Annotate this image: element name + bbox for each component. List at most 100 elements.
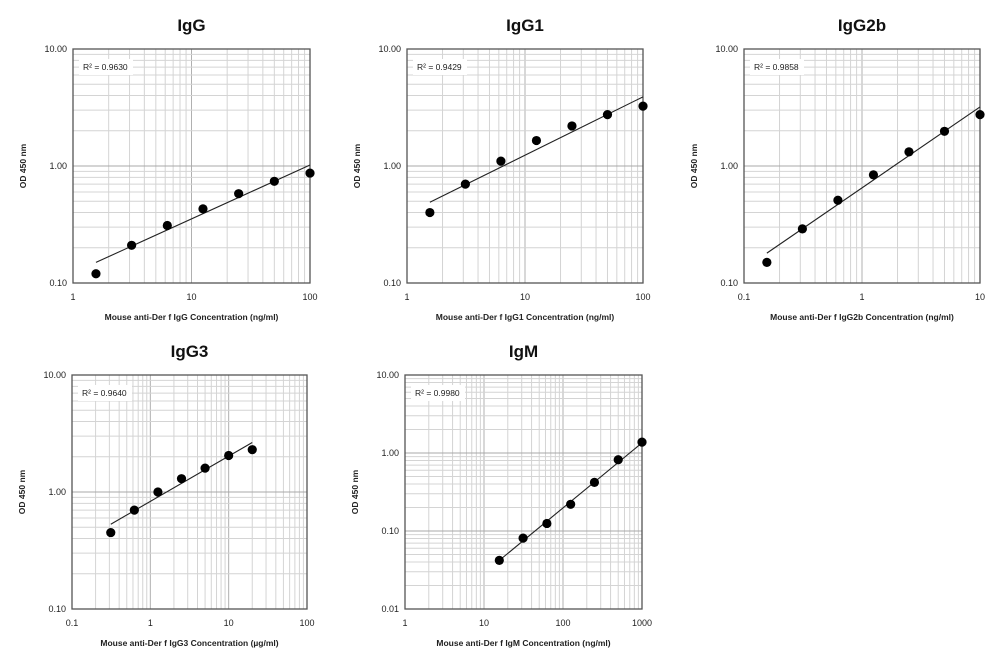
y-tick-label: 10.00 — [378, 44, 401, 54]
gridlines — [743, 49, 980, 284]
x-tick-label: 0.1 — [738, 292, 751, 302]
chart-igg: IgG 0.10 1.00 10.00 1 10 100 Mouse anti-Der f I… — [18, 16, 318, 322]
data-point — [531, 135, 542, 146]
r-squared-annotation: R² = 0.9858 — [754, 62, 799, 72]
data-point — [613, 455, 623, 465]
data-point — [602, 109, 613, 120]
y-tick-label: 1.00 — [383, 161, 401, 171]
data-point — [833, 195, 843, 205]
y-tick-label: 0.10 — [720, 278, 738, 288]
data-point — [637, 437, 647, 447]
x-tick-label: 10 — [520, 292, 530, 302]
y-axis-label: OD 450 nm — [17, 469, 27, 514]
data-point — [176, 474, 187, 484]
x-tick-label: 10 — [479, 618, 489, 628]
x-axis-label: Mouse anti-Der f IgG3 Concentration (µg/… — [100, 638, 278, 648]
data-point — [224, 450, 234, 461]
chart-title: IgG1 — [506, 16, 544, 35]
data-point — [198, 204, 208, 214]
x-axis-label: Mouse anti-Der f IgM Concentration (ng/m… — [436, 638, 610, 648]
y-axis-label: OD 450 nm — [352, 143, 362, 188]
x-tick-label: 10 — [186, 292, 196, 302]
y-tick-label: 1.00 — [381, 448, 399, 458]
r-squared-annotation: R² = 0.9429 — [417, 62, 462, 72]
y-tick-label: 0.10 — [48, 604, 66, 614]
data-point — [460, 179, 470, 189]
plot-frame — [404, 374, 643, 610]
chart-title: IgG3 — [171, 342, 209, 361]
plot-frame — [743, 48, 981, 284]
r-squared-annotation: R² = 0.9640 — [82, 388, 127, 398]
data-point — [566, 499, 576, 509]
data-point — [425, 207, 435, 218]
gridlines — [406, 49, 643, 284]
data-point — [975, 109, 985, 120]
x-tick-label: 100 — [555, 618, 570, 628]
y-tick-label: 0.10 — [49, 278, 67, 288]
y-axis-label: OD 450 nm — [18, 143, 28, 188]
r-squared-annotation: R² = 0.9980 — [415, 388, 460, 398]
data-point — [496, 156, 506, 166]
x-tick-label: 1 — [70, 292, 75, 302]
y-tick-label: 10.00 — [715, 44, 738, 54]
y-axis-label: OD 450 nm — [350, 469, 360, 514]
data-point — [129, 505, 139, 515]
data-point — [762, 257, 772, 267]
annotation-box — [413, 59, 467, 75]
y-tick-label: 10.00 — [376, 370, 399, 380]
gridlines — [404, 375, 642, 610]
y-tick-label: 1.00 — [49, 161, 67, 171]
data-point — [127, 240, 137, 250]
chart-igg2b: IgG2b 0.10 1.00 10.00 0.1 1 10 Mouse anti-Der f… — [689, 16, 985, 322]
chart-title: IgG — [177, 16, 205, 35]
annotation-box — [78, 385, 132, 401]
y-tick-label: 0.01 — [381, 604, 399, 614]
data-point — [589, 477, 600, 487]
x-axis-label: Mouse anti-Der f IgG2b Concentration (ng… — [770, 312, 954, 322]
x-axis-label: Mouse anti-Der f IgG Concentration (ng/m… — [105, 312, 279, 322]
x-tick-label: 10 — [975, 292, 985, 302]
data-point — [91, 269, 101, 279]
data-point — [494, 555, 504, 565]
y-tick-label: 1.00 — [48, 487, 66, 497]
data-point — [518, 533, 528, 543]
y-tick-label: 0.10 — [381, 526, 399, 536]
data-point — [247, 445, 257, 455]
x-tick-label: 0.1 — [66, 618, 79, 628]
y-tick-label: 0.10 — [383, 278, 401, 288]
x-tick-label: 100 — [299, 618, 314, 628]
annotation-box — [750, 59, 804, 75]
chart-igg1: IgG1 0.10 1.00 10.00 1 10 100 Mouse anti-Der f … — [352, 16, 651, 322]
gridlines — [72, 49, 310, 284]
x-tick-label: 1 — [402, 618, 407, 628]
plot-frame — [72, 48, 311, 284]
data-point — [797, 224, 807, 234]
data-point — [106, 527, 116, 538]
x-tick-label: 10 — [224, 618, 234, 628]
data-point — [234, 189, 244, 199]
data-point — [542, 518, 552, 529]
data-point — [939, 126, 950, 136]
data-point — [638, 101, 648, 111]
data-point — [868, 170, 879, 180]
annotation-box — [411, 385, 465, 401]
x-tick-label: 100 — [302, 292, 317, 302]
y-tick-label: 10.00 — [44, 44, 67, 54]
x-tick-label: 1 — [859, 292, 864, 302]
x-tick-label: 1 — [404, 292, 409, 302]
r-squared-annotation: R² = 0.9630 — [83, 62, 128, 72]
data-point — [305, 168, 315, 178]
data-point — [162, 220, 172, 231]
plot-frame — [71, 374, 308, 610]
gridlines — [71, 375, 307, 610]
y-axis-label: OD 450 nm — [689, 143, 699, 188]
x-axis-label: Mouse anti-Der f IgG1 Concentration (ng/… — [436, 312, 615, 322]
chart-igm: IgM 0.01 0.10 1.00 10.00 1 10 100 1000 Mouse anti… — [350, 342, 652, 648]
data-point — [269, 176, 279, 186]
data-point — [904, 147, 914, 157]
y-tick-label: 1.00 — [720, 161, 738, 171]
y-tick-label: 10.00 — [43, 370, 66, 380]
chart-igg3: IgG3 0.10 1.00 10.00 0.1 1 10 100 Mouse anti-Der… — [17, 342, 315, 648]
annotation-box — [79, 59, 133, 75]
